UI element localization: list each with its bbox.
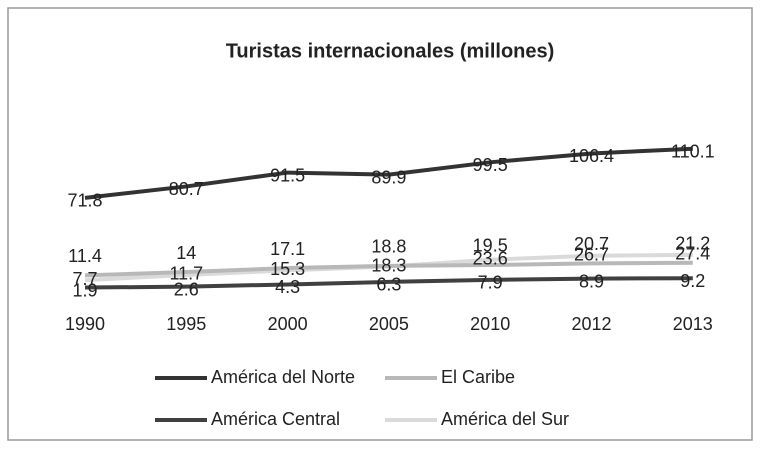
data-label: 18.3 xyxy=(371,255,406,275)
data-label: 6.3 xyxy=(376,275,401,295)
data-label: 11.4 xyxy=(68,246,102,266)
chart-title: Turistas internacionales (millones) xyxy=(226,40,555,62)
data-label: 1.9 xyxy=(72,280,97,300)
x-tick-label: 2000 xyxy=(268,314,308,334)
data-label: 15.3 xyxy=(270,259,305,279)
data-label: 19.5 xyxy=(473,236,508,256)
data-label: 2.6 xyxy=(174,279,199,299)
data-label: 110.1 xyxy=(671,141,715,161)
data-label: 11.7 xyxy=(169,264,203,284)
data-label: 14 xyxy=(176,243,196,263)
x-tick-label: 2012 xyxy=(571,314,611,334)
x-tick-label: 2005 xyxy=(369,314,409,334)
series-line xyxy=(84,146,693,200)
legend-label: América Central xyxy=(211,409,340,429)
data-label: 26.7 xyxy=(574,244,609,264)
data-label: 89.9 xyxy=(371,167,406,187)
x-tick-label: 1995 xyxy=(166,314,206,334)
series-line xyxy=(84,260,693,278)
data-label: 7.9 xyxy=(478,273,503,293)
data-label: 106.4 xyxy=(569,146,614,166)
data-label: 71.8 xyxy=(67,191,102,211)
data-label: 8.9 xyxy=(579,271,604,291)
data-label: 27.4 xyxy=(675,244,710,264)
data-label: 20.7 xyxy=(574,234,609,254)
data-label: 17.1 xyxy=(270,239,305,259)
data-label: 9.2 xyxy=(680,271,705,291)
x-tick-label: 1990 xyxy=(65,314,105,334)
legend-label: América del Sur xyxy=(441,409,569,429)
data-label: 18.8 xyxy=(371,237,406,257)
data-label: 7.7 xyxy=(72,269,97,289)
data-label: 91.5 xyxy=(270,165,305,185)
x-tick-label: 2010 xyxy=(470,314,510,334)
data-label: 21.2 xyxy=(675,234,710,254)
data-label: 80.7 xyxy=(169,179,204,199)
chart-border xyxy=(7,7,753,441)
data-label: 4.3 xyxy=(275,277,300,297)
legend-label: América del Norte xyxy=(211,367,355,387)
series-line xyxy=(84,276,693,290)
legend-label: El Caribe xyxy=(441,367,515,387)
x-tick-label: 2013 xyxy=(673,314,713,334)
data-label: 99.5 xyxy=(473,155,508,175)
data-label: 23.6 xyxy=(473,248,508,268)
